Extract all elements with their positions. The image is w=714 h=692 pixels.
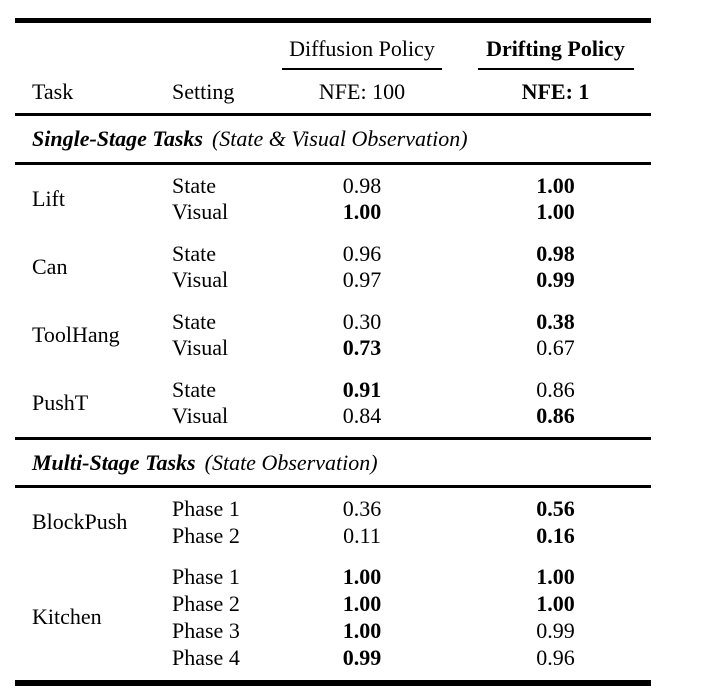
task-name: ToolHang bbox=[32, 322, 120, 347]
setting-label: Phase 4 bbox=[172, 644, 240, 670]
task-group-kitchen: Kitchen Phase 1 1.00 1.00 Phase 2 1.00 1… bbox=[15, 556, 651, 680]
task-group-can: Can State 0.96 0.98 Visual 0.97 0.99 bbox=[15, 233, 651, 301]
section-subtitle: (State & Visual Observation) bbox=[211, 126, 468, 151]
section-header-single-stage: Single-Stage Tasks (State & Visual Obser… bbox=[15, 116, 651, 162]
task-name: BlockPush bbox=[32, 509, 128, 534]
task-name: Lift bbox=[32, 186, 65, 211]
drifting-value: 0.38 bbox=[536, 309, 575, 334]
drifting-value: 0.98 bbox=[536, 241, 575, 266]
setting-label: Visual bbox=[172, 267, 229, 292]
diffusion-value: 0.97 bbox=[342, 267, 382, 292]
section-rule-divider bbox=[15, 162, 651, 165]
drifting-value: 1.00 bbox=[536, 199, 575, 224]
task-group-lift: Lift State 0.98 1.00 Visual 1.00 1.00 bbox=[15, 165, 651, 233]
column-header-task: Task bbox=[32, 78, 74, 104]
setting-label: Phase 1 bbox=[172, 563, 240, 589]
column-header-nfe-100: NFE: 100 bbox=[318, 78, 406, 104]
results-table: Diffusion Policy Drifting Policy Task Se… bbox=[15, 18, 651, 686]
section-rule-divider bbox=[15, 437, 651, 440]
drifting-value: 0.86 bbox=[536, 403, 575, 428]
task-name: Kitchen bbox=[32, 604, 102, 629]
diffusion-value: 0.73 bbox=[342, 335, 382, 360]
section-title: Multi-Stage Tasks bbox=[32, 449, 196, 475]
task-group-blockpush: BlockPush Phase 1 0.36 0.56 Phase 2 0.11… bbox=[15, 488, 651, 556]
task-name: PushT bbox=[32, 390, 89, 415]
setting-label: Visual bbox=[172, 335, 229, 360]
column-header-nfe-1: NFE: 1 bbox=[521, 78, 590, 104]
drifting-value: 0.16 bbox=[536, 522, 575, 548]
drifting-value: 1.00 bbox=[536, 590, 575, 616]
setting-label: Visual bbox=[172, 403, 229, 428]
setting-label: State bbox=[172, 173, 216, 198]
diffusion-value: 0.84 bbox=[342, 403, 382, 428]
setting-label: Phase 1 bbox=[172, 495, 240, 521]
section-title: Single-Stage Tasks bbox=[32, 126, 203, 151]
drifting-value: 0.99 bbox=[536, 617, 575, 643]
diffusion-value: 1.00 bbox=[342, 199, 382, 224]
diffusion-value: 1.00 bbox=[342, 590, 382, 616]
column-group-diffusion-policy: Diffusion Policy bbox=[289, 36, 435, 61]
section-header-multi-stage: Multi-Stage Tasks (State Observation) bbox=[15, 440, 651, 485]
diffusion-value: 0.30 bbox=[342, 309, 382, 334]
diffusion-value: 1.00 bbox=[342, 617, 382, 643]
diffusion-value: 0.96 bbox=[342, 241, 382, 266]
diffusion-value: 1.00 bbox=[342, 563, 382, 589]
drifting-value: 0.96 bbox=[536, 644, 575, 670]
table-header: Diffusion Policy Drifting Policy Task Se… bbox=[15, 23, 651, 113]
column-group-drifting-policy: Drifting Policy bbox=[486, 36, 625, 61]
drifting-value: 1.00 bbox=[536, 563, 575, 589]
diffusion-value: 0.99 bbox=[342, 644, 382, 670]
setting-label: State bbox=[172, 309, 216, 334]
setting-label: Phase 3 bbox=[172, 617, 240, 643]
cmidrule-drifting-divider bbox=[477, 68, 634, 70]
drifting-value: 0.86 bbox=[536, 377, 575, 402]
drifting-value: 0.99 bbox=[536, 267, 575, 292]
setting-label: Visual bbox=[172, 199, 229, 224]
top-rule-divider bbox=[15, 18, 651, 23]
diffusion-value: 0.98 bbox=[342, 173, 382, 198]
bottom-rule-divider bbox=[15, 680, 651, 686]
drifting-value: 0.67 bbox=[536, 335, 575, 360]
section-rule-divider bbox=[15, 485, 651, 488]
header-rule-divider bbox=[15, 113, 651, 116]
setting-label: Phase 2 bbox=[172, 590, 240, 616]
setting-label: Phase 2 bbox=[172, 522, 240, 548]
setting-label: State bbox=[172, 241, 216, 266]
diffusion-value: 0.11 bbox=[343, 522, 381, 548]
diffusion-value: 0.91 bbox=[342, 377, 382, 402]
task-group-toolhang: ToolHang State 0.30 0.38 Visual 0.73 0.6… bbox=[15, 301, 651, 369]
drifting-value: 1.00 bbox=[536, 173, 575, 198]
diffusion-value: 0.36 bbox=[342, 495, 382, 521]
setting-label: State bbox=[172, 377, 216, 402]
task-name: Can bbox=[32, 254, 68, 279]
column-header-setting: Setting bbox=[172, 78, 235, 104]
cmidrule-diffusion-divider bbox=[282, 68, 442, 70]
task-group-pusht: PushT State 0.91 0.86 Visual 0.84 0.86 bbox=[15, 369, 651, 437]
section-subtitle: (State Observation) bbox=[204, 449, 378, 475]
drifting-value: 0.56 bbox=[536, 495, 575, 521]
